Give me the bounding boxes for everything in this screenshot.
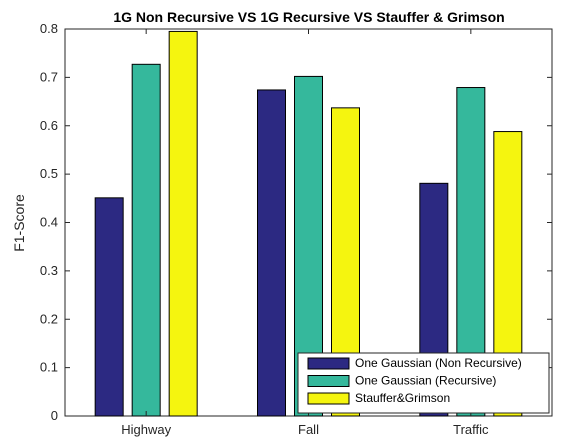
bar-fall-series-1 [257,89,286,417]
bar-highway-series-2 [131,63,161,417]
bar-highway-series-1 [94,197,124,417]
y-tick-label: 0.1 [40,360,58,375]
bar-highway-series-3 [168,30,198,417]
y-tick-label: 0.5 [40,166,58,181]
legend: One Gaussian (Non Recursive) One Gaussian… [297,352,550,414]
y-tick-label: 0.4 [40,215,58,230]
y-tick-label: 0 [51,408,58,423]
y-tick-label: 0.2 [40,311,58,326]
legend-swatch-2 [307,375,350,387]
legend-label-1: One Gaussian (Non Recursive) [355,356,522,370]
legend-label-3: Stauffer&Grimson [355,391,450,405]
y-tick-label: 0.7 [40,69,58,84]
chart-title: 1G Non Recursive VS 1G Recursive VS Stau… [113,9,504,25]
y-tick-label: 0.8 [40,21,58,36]
legend-label-2: One Gaussian (Recursive) [355,374,496,388]
legend-swatch-1 [307,357,350,370]
x-tick-label-fall: Fall [298,422,319,437]
y-tick-label: 0.6 [40,118,58,133]
ticks-layer: 0 0.1 0.2 0.3 0.4 0.5 0.6 0.7 0.8 Highway Fall Traf… [40,21,552,437]
y-axis-label: F1-Score [11,194,27,252]
y-tick-label: 0.3 [40,263,58,278]
x-tick-label-traffic: Traffic [453,422,489,437]
x-tick-label-highway: Highway [121,422,171,437]
legend-swatch-3 [307,392,350,405]
